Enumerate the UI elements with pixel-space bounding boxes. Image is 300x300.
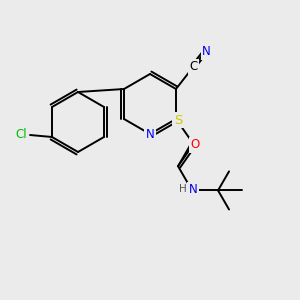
- Text: N: N: [146, 128, 154, 142]
- Text: C: C: [189, 60, 197, 74]
- Text: Cl: Cl: [15, 128, 27, 142]
- Text: O: O: [191, 138, 200, 151]
- Text: N: N: [189, 183, 197, 196]
- Text: S: S: [174, 113, 182, 127]
- Text: H: H: [179, 184, 187, 194]
- Text: N: N: [202, 45, 211, 58]
